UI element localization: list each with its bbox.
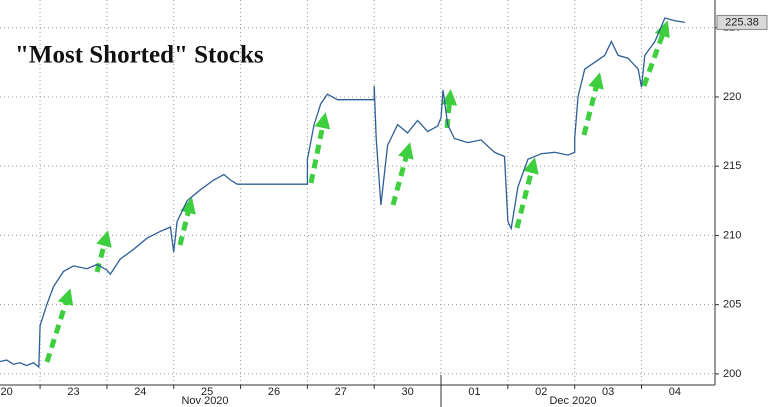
arrow	[308, 112, 331, 184]
month-label: Nov 2020	[181, 395, 228, 407]
x-tick-label: 20	[1, 386, 13, 398]
x-tick-label: 26	[268, 386, 280, 398]
grid	[0, 0, 715, 385]
month-label: Dec 2020	[549, 395, 596, 407]
y-tick-label: 215	[723, 160, 741, 172]
x-tick-label: 02	[535, 386, 547, 398]
x-tick-label: 27	[335, 386, 347, 398]
x-tick-label: 30	[401, 386, 413, 398]
x-tick-label: 01	[468, 386, 480, 398]
arrow	[177, 197, 196, 246]
arrow	[44, 288, 74, 363]
last-value-box	[716, 14, 768, 30]
arrow	[581, 72, 604, 136]
x-tick-label: 23	[67, 386, 79, 398]
annotation-arrows	[44, 20, 670, 363]
arrow	[94, 230, 112, 273]
x-tick-label: 24	[134, 386, 146, 398]
y-tick-label: 220	[723, 91, 741, 103]
arrow	[390, 142, 414, 206]
y-tick-label: 200	[723, 368, 741, 380]
price-line	[0, 17, 686, 369]
y-tick-label: 210	[723, 229, 741, 241]
x-tick-label: 25	[201, 386, 213, 398]
x-tick-label: 04	[669, 386, 681, 398]
y-tick-label: 205	[723, 299, 741, 311]
last-value-label: 225.38	[725, 16, 759, 28]
arrow	[514, 157, 539, 229]
arrow	[641, 20, 670, 87]
chart-title: "Most Shorted" Stocks	[15, 42, 264, 69]
x-tick-label: 03	[602, 386, 614, 398]
